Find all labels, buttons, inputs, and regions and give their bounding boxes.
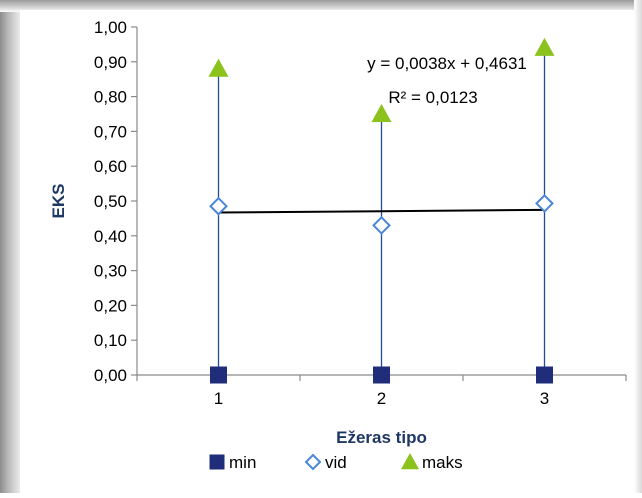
legend-swatch-maks: [401, 453, 419, 470]
y-tick-label: 0,10: [94, 331, 127, 350]
legend-item-min: min: [209, 453, 256, 472]
legend-label-min: min: [229, 453, 256, 472]
point-maks: [208, 58, 229, 77]
labels: 0,00 0,10 0,20 0,30 0,40 0,50 0,60 0,70 0,80 0,90…: [49, 18, 549, 447]
y-tick-label: 0,30: [94, 262, 127, 281]
y-tick-label: 0,60: [94, 157, 127, 176]
markers: [208, 37, 555, 384]
left-shadow: [0, 0, 20, 493]
x-tick-label: 3: [540, 389, 549, 408]
trendline-equation: y = 0,0038x + 0,4631: [367, 54, 527, 73]
x-tick-label: 2: [377, 389, 386, 408]
point-min: [536, 366, 553, 384]
trendline-group: [218, 208, 545, 214]
chart-area: 0,00 0,10 0,20 0,30 0,40 0,50 0,60 0,70 0,80 0,90…: [20, 10, 634, 493]
point-maks: [371, 104, 392, 122]
chart-svg: 0,00 0,10 0,20 0,30 0,40 0,50 0,60 0,70 0,80 0,90…: [49, 18, 627, 472]
y-tick-label: 0,50: [94, 192, 127, 211]
top-shadow: [0, 0, 642, 12]
y-tick-label: 0,90: [94, 53, 127, 72]
point-maks: [534, 37, 555, 56]
legend-label-vid: vid: [325, 453, 347, 472]
point-vid: [209, 196, 228, 216]
legend-swatch-min: [209, 454, 225, 470]
y-axis-title: EKS: [49, 184, 68, 219]
point-vid: [535, 194, 554, 213]
x-axis-title: Ežeras tipo: [336, 428, 427, 447]
y-tick-label: 0,20: [94, 296, 127, 315]
trendline-r2: R² = 0,0123: [388, 88, 477, 107]
legend-label-maks: maks: [422, 453, 463, 472]
y-tick-label: 0,00: [94, 366, 127, 385]
legend-item-maks: maks: [401, 453, 463, 472]
y-tick-label: 1,00: [94, 18, 127, 37]
right-shadow: [634, 0, 642, 493]
y-tick-label: 0,70: [94, 122, 127, 141]
point-vid: [372, 215, 391, 235]
legend-item-vid: vid: [304, 453, 347, 472]
point-min: [210, 366, 227, 384]
y-tick-label: 0,40: [94, 227, 127, 246]
legend-swatch-vid: [304, 453, 322, 471]
trendline: [218, 208, 545, 214]
x-tick-label: 1: [214, 389, 223, 408]
legend: min vid maks: [209, 453, 463, 472]
point-min: [373, 366, 390, 384]
y-tick-label: 0,80: [94, 88, 127, 107]
